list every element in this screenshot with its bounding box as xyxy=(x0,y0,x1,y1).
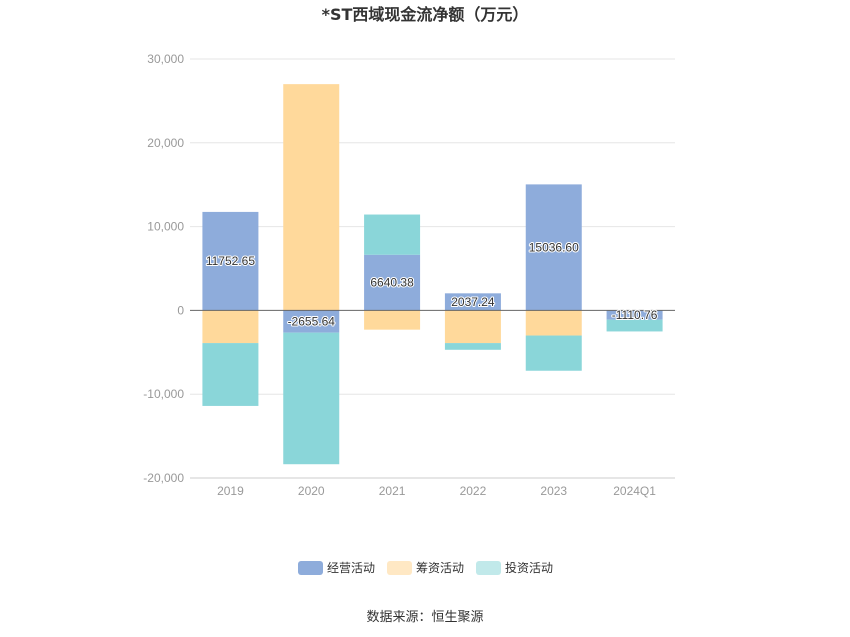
bar-筹资活动-2022 xyxy=(444,310,501,344)
legend-item-投资活动[interactable]: 投资活动 xyxy=(476,560,553,575)
legend-swatch xyxy=(298,561,323,575)
data-label: -2655.64 xyxy=(288,315,336,329)
x-tick-label: 2021 xyxy=(379,484,406,498)
bar-经营活动-2022 xyxy=(444,293,501,311)
data-label: 15036.60 xyxy=(529,240,579,254)
y-tick-label: 10,000 xyxy=(147,220,184,234)
data-labels: 11752.65 -2655.64 6640.38 2037.24 15036.60 -1… xyxy=(205,239,659,329)
bar-投资活动-2019 xyxy=(202,343,259,406)
y-axis-ticks: 30,000 20,000 10,000 0 -10,000 -20,000 xyxy=(143,52,184,485)
data-label: -1110.76 xyxy=(612,308,658,322)
bars xyxy=(202,84,663,465)
data-label: 11752.65 xyxy=(206,254,255,268)
y-tick-label: 0 xyxy=(177,303,184,317)
bar-投资活动-2024Q1 xyxy=(606,319,663,332)
y-tick-label: -20,000 xyxy=(143,471,184,485)
bar-筹资活动-2023 xyxy=(525,310,582,336)
data-label: 2037.24 xyxy=(451,295,495,309)
legend-swatch xyxy=(387,561,412,575)
bar-经营活动-2020 xyxy=(283,310,340,333)
bar-投资活动-2023 xyxy=(525,335,582,371)
legend-label: 投资活动 xyxy=(505,560,553,575)
x-tick-label: 2019 xyxy=(217,484,244,498)
y-tick-label: -10,000 xyxy=(143,387,184,401)
legend-label: 经营活动 xyxy=(327,561,375,575)
bar-经营活动-2021 xyxy=(364,254,421,311)
grid-lines xyxy=(190,58,675,479)
bar-筹资活动-2020 xyxy=(283,84,340,311)
bar-投资活动-2021 xyxy=(364,214,421,255)
y-tick-label: 20,000 xyxy=(147,136,184,150)
x-tick-label: 2022 xyxy=(460,484,487,498)
legend-label: 筹资活动 xyxy=(416,561,464,575)
x-tick-label: 2024Q1 xyxy=(613,484,656,498)
source-note: 数据来源：恒生聚源 xyxy=(366,610,483,625)
legend-swatch xyxy=(476,561,501,575)
x-axis-ticks: 2019 2020 2021 2022 2023 2024Q1 xyxy=(217,484,656,498)
chart-title: *ST西域现金流净额（万元） xyxy=(322,5,529,24)
bar-经营活动-2023 xyxy=(525,184,582,311)
legend-item-筹资活动[interactable]: 筹资活动 xyxy=(387,561,464,575)
bar-经营活动-2024Q1 xyxy=(606,310,663,320)
legend: 经营活动 筹资活动 投资活动 xyxy=(298,560,553,575)
bar-投资活动-2022 xyxy=(444,343,501,350)
legend-item-经营活动[interactable]: 经营活动 xyxy=(298,561,375,575)
bar-投资活动-2020 xyxy=(283,332,340,465)
bar-筹资活动-2019 xyxy=(202,310,259,344)
bar-筹资活动-2021 xyxy=(364,310,421,330)
bar-经营活动-2019 xyxy=(202,211,259,311)
x-tick-label: 2020 xyxy=(298,484,325,498)
y-tick-label: 30,000 xyxy=(147,52,184,66)
x-tick-label: 2023 xyxy=(540,484,567,498)
data-label: 6640.38 xyxy=(370,276,414,290)
